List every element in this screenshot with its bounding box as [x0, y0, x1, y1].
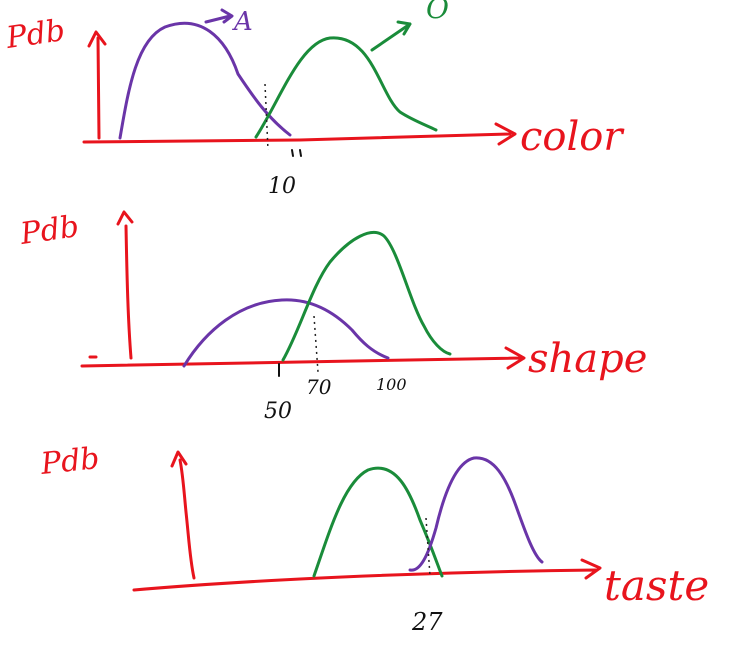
- panel-color-curve-o: [254, 36, 438, 139]
- panel-taste-threshold-line: [425, 517, 431, 577]
- panel-color-xlabel: color: [520, 114, 625, 160]
- panel-taste: Pdb taste 27: [38, 441, 709, 636]
- panel-shape-tick-70: 70: [306, 375, 332, 399]
- panel-shape-tick-50: 50: [264, 399, 292, 424]
- panel-taste-x-axis: [132, 558, 602, 592]
- panel-shape-x-axis: [80, 346, 526, 370]
- panel-taste-ylabel: Pdb: [38, 441, 101, 482]
- panel-taste-curve-purple: [408, 456, 544, 572]
- panel-color-tick-marks: [291, 149, 302, 157]
- panel-color-arrow-o: [370, 20, 412, 52]
- panel-color-x-axis: [82, 122, 517, 146]
- panel-color-arrow-a: [204, 8, 234, 24]
- panel-color-threshold-line: [264, 83, 269, 151]
- panel-color-label-o: O: [426, 0, 449, 25]
- panel-taste-tick-27: 27: [411, 608, 443, 636]
- panel-color-y-axis: [87, 30, 107, 140]
- panel-shape-curve-green: [281, 230, 452, 362]
- panel-taste-y-axis: [170, 450, 196, 580]
- panel-color-tick-10: 10: [268, 174, 296, 199]
- panel-color-label-a: A: [232, 7, 253, 37]
- panel-shape-ylabel: Pdb: [17, 209, 81, 252]
- panel-taste-xlabel: taste: [604, 561, 709, 610]
- panel-color-curve-a: [118, 21, 292, 140]
- panel-color: Pdb color A O 10: [3, 0, 625, 199]
- panel-shape: Pdb shape 50 70 100: [17, 209, 647, 424]
- panel-shape-y-axis: [116, 210, 134, 360]
- panel-shape-tick-100: 100: [376, 375, 407, 394]
- panel-shape-xlabel: shape: [528, 336, 647, 382]
- panel-color-ylabel: Pdb: [3, 13, 67, 56]
- panel-shape-threshold-line: [313, 315, 319, 373]
